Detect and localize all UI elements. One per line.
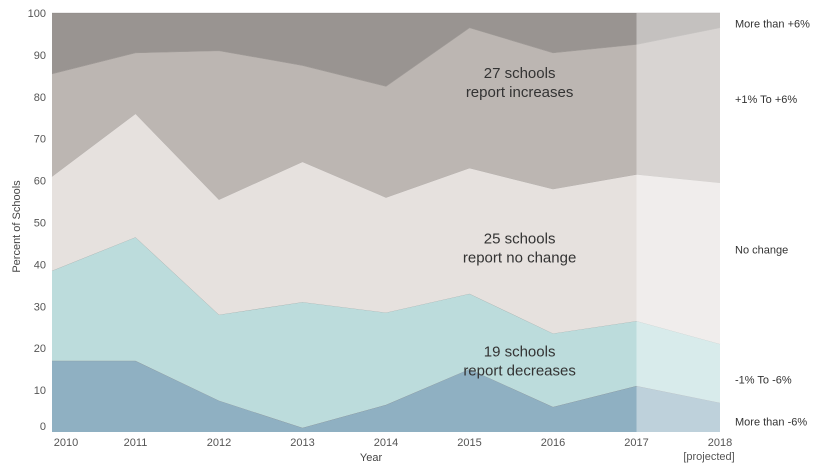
- annotation-line: 19 schools: [484, 344, 556, 361]
- y-tick-label: 80: [34, 92, 46, 104]
- area-1-to-6: [52, 27, 720, 200]
- area-no-change: [52, 113, 720, 344]
- y-tick-label: 0: [40, 421, 46, 433]
- y-tick-label: 70: [34, 134, 46, 146]
- annotation: 19 schools report decreases: [463, 344, 576, 380]
- annotation-line: report increases: [466, 84, 574, 101]
- band-label-1-to-6: +1% To +6%: [735, 94, 797, 106]
- x-tick-label: 2016: [541, 437, 565, 449]
- band-label-more-than-6: More than +6%: [735, 18, 810, 30]
- area-bands: [51, 12, 721, 432]
- y-tick-label: 100: [28, 8, 46, 20]
- y-tick-label: 30: [34, 301, 46, 313]
- annotation: 27 schools report increases: [466, 65, 574, 101]
- y-tick-label: 60: [34, 176, 46, 188]
- y-tick-label: 20: [34, 343, 46, 355]
- projected-region: [636, 13, 720, 432]
- annotations: 27 schools report increases 25 schools repo…: [463, 65, 576, 380]
- x-tick-label: 2015: [457, 437, 481, 449]
- band-label-no-change: No change: [735, 245, 788, 257]
- y-tick-label: 50: [34, 218, 46, 230]
- x-tick-label: 2012: [207, 437, 231, 449]
- projection-overlay: [636, 13, 720, 432]
- band-labels: More than -6% -1% To -6% No change +1% To +…: [735, 18, 810, 428]
- x-tick-label: 2014: [374, 437, 398, 449]
- annotation-line: report no change: [463, 249, 576, 266]
- y-tick-label: 10: [34, 385, 46, 397]
- annotation-line: 27 schools: [484, 65, 556, 82]
- area-more-than-6: [52, 13, 720, 87]
- x-tick-label: 2010: [54, 437, 78, 449]
- x-axis-ticks: 2010 2011 2012 2013 2014 2015 2016 2017 2018: [54, 437, 732, 449]
- annotation: 25 schools report no change: [463, 230, 576, 266]
- x-axis-projected-note: [projected]: [683, 451, 734, 463]
- x-tick-label: 2013: [290, 437, 314, 449]
- y-tick-label: 40: [34, 259, 46, 271]
- y-axis-ticks: 0 10 20 30 40 50 60 70 80 90 100: [28, 8, 46, 433]
- band-label-more-than-6: More than -6%: [735, 417, 807, 429]
- x-axis-title: Year: [360, 452, 383, 464]
- x-tick-label: 2011: [124, 437, 148, 449]
- area-more-than-6: [52, 360, 720, 432]
- y-tick-label: 90: [34, 50, 46, 62]
- area-1-to-6: [52, 237, 720, 428]
- y-axis-title: Percent of Schools: [11, 180, 23, 273]
- x-tick-label: 2018: [708, 437, 732, 449]
- band-label-1-to-6: -1% To -6%: [735, 375, 792, 387]
- annotation-line: 25 schools: [484, 230, 556, 247]
- annotation-line: report decreases: [463, 363, 576, 380]
- x-tick-label: 2017: [624, 437, 648, 449]
